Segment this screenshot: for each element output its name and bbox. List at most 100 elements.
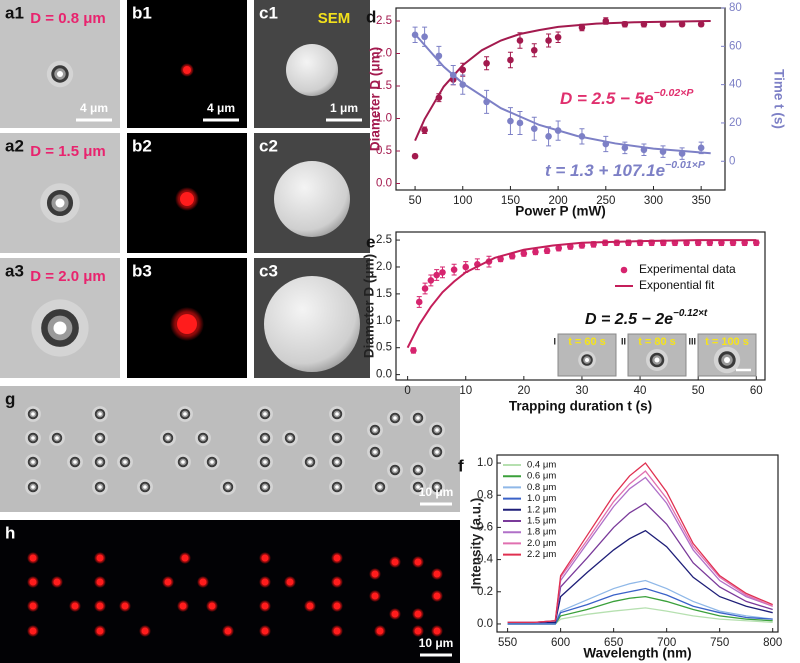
bead (164, 578, 172, 586)
data-point (532, 248, 539, 256)
data-point (694, 239, 702, 247)
inset-numeral: I (553, 336, 556, 346)
bead (333, 578, 341, 586)
bead-core (416, 485, 420, 489)
x-tick-label: 0 (404, 385, 410, 397)
legend-label: 1.8 μm (527, 527, 556, 538)
data-point (507, 56, 514, 64)
bead (261, 602, 269, 610)
bead-core (123, 460, 127, 464)
bead (179, 602, 187, 610)
bead-core (210, 460, 214, 464)
bead (414, 558, 422, 566)
panel-label: b1 (132, 3, 152, 22)
scale-bar-label: 1 μm (330, 101, 358, 115)
data-point (555, 244, 563, 252)
scale-bar-label: 4 μm (80, 101, 108, 115)
y-tick-label: 0.8 (477, 489, 493, 501)
bead (208, 602, 216, 610)
bead-core (31, 412, 35, 416)
data-point (545, 133, 552, 140)
data-point (718, 239, 725, 247)
data-point (410, 347, 417, 354)
bead-core (378, 485, 382, 489)
inset-label: t = 80 s (638, 336, 676, 348)
equation-main: D = 2.5 − 2e (585, 311, 673, 328)
bead-core (263, 485, 267, 489)
x-tick-label: 750 (710, 637, 729, 649)
data-point (415, 298, 423, 306)
data-point (516, 37, 524, 44)
bead (433, 570, 441, 578)
bead-core (288, 436, 292, 440)
y-tick-label: 2.5 (376, 15, 392, 27)
y2-tick-label: 60 (729, 40, 742, 52)
legend-label: 0.6 μm (527, 471, 556, 482)
legend-label: 0.8 μm (527, 482, 556, 493)
data-point (554, 33, 562, 41)
legend-label: 1.5 μm (527, 516, 556, 527)
panel-caption: D = 2.0 μm (30, 268, 105, 285)
bead (391, 558, 399, 566)
data-point (508, 252, 516, 260)
equation-main: t = 1.3 + 107.1e (545, 161, 665, 180)
bead (96, 627, 104, 635)
bead (96, 578, 104, 586)
panel-label: b2 (132, 136, 152, 155)
scale-bar-label: 10 μm (419, 636, 454, 650)
inset-numeral: II (621, 336, 626, 346)
y-axis-label: Diameter D (μm) (368, 47, 383, 151)
bead-core (263, 460, 267, 464)
scale-bar-label: 4 μm (207, 101, 235, 115)
data-point (697, 144, 705, 152)
bead (224, 627, 232, 635)
series-line (507, 462, 773, 623)
legend-label: 2.2 μm (527, 549, 556, 560)
series-line (414, 33, 711, 155)
sem-sphere (274, 161, 350, 237)
x-tick-label: 200 (549, 195, 568, 207)
panel-label: a3 (5, 261, 24, 280)
panel-label: g (5, 389, 15, 408)
legend-label: 1.2 μm (527, 504, 556, 515)
bead-core (201, 436, 205, 440)
x-tick-label: 50 (692, 385, 705, 397)
panel-label: d (366, 7, 376, 26)
bead-core (183, 412, 187, 416)
data-point (483, 59, 490, 67)
bead-core (435, 485, 439, 489)
data-point (697, 20, 705, 28)
y-tick-label: 0.4 (477, 554, 494, 566)
data-point (621, 144, 629, 152)
y-tick-label: 1.5 (376, 80, 392, 92)
bead-core (335, 485, 339, 489)
bead-core (373, 428, 377, 432)
y2-tick-label: 80 (729, 2, 742, 14)
data-point (421, 285, 429, 292)
bead (376, 627, 384, 635)
data-point (462, 263, 470, 271)
y-tick-label: 1.5 (376, 288, 392, 300)
bead (199, 578, 207, 586)
data-point (530, 46, 538, 54)
legend-label: 0.4 μm (527, 460, 556, 471)
y-axis-label: Diameter D (μm) (362, 254, 377, 358)
y-tick-label: 2.5 (376, 234, 392, 246)
data-point (411, 152, 419, 160)
bead-core (31, 460, 35, 464)
bead-core (393, 416, 397, 420)
bead-core (416, 416, 420, 420)
data-point (752, 239, 760, 247)
legend-label: 1.0 μm (527, 493, 556, 504)
series-line (507, 529, 773, 623)
bead-core (373, 450, 377, 454)
panel-caption: D = 0.8 μm (30, 10, 105, 27)
bead (433, 592, 441, 600)
data-point (706, 239, 714, 247)
sem-sphere (286, 44, 338, 96)
panel-label: h (5, 523, 15, 542)
bead-core (55, 436, 59, 440)
bead-core (263, 412, 267, 416)
x-tick-label: 60 (750, 385, 763, 397)
y-tick-label: 0.5 (376, 145, 392, 157)
